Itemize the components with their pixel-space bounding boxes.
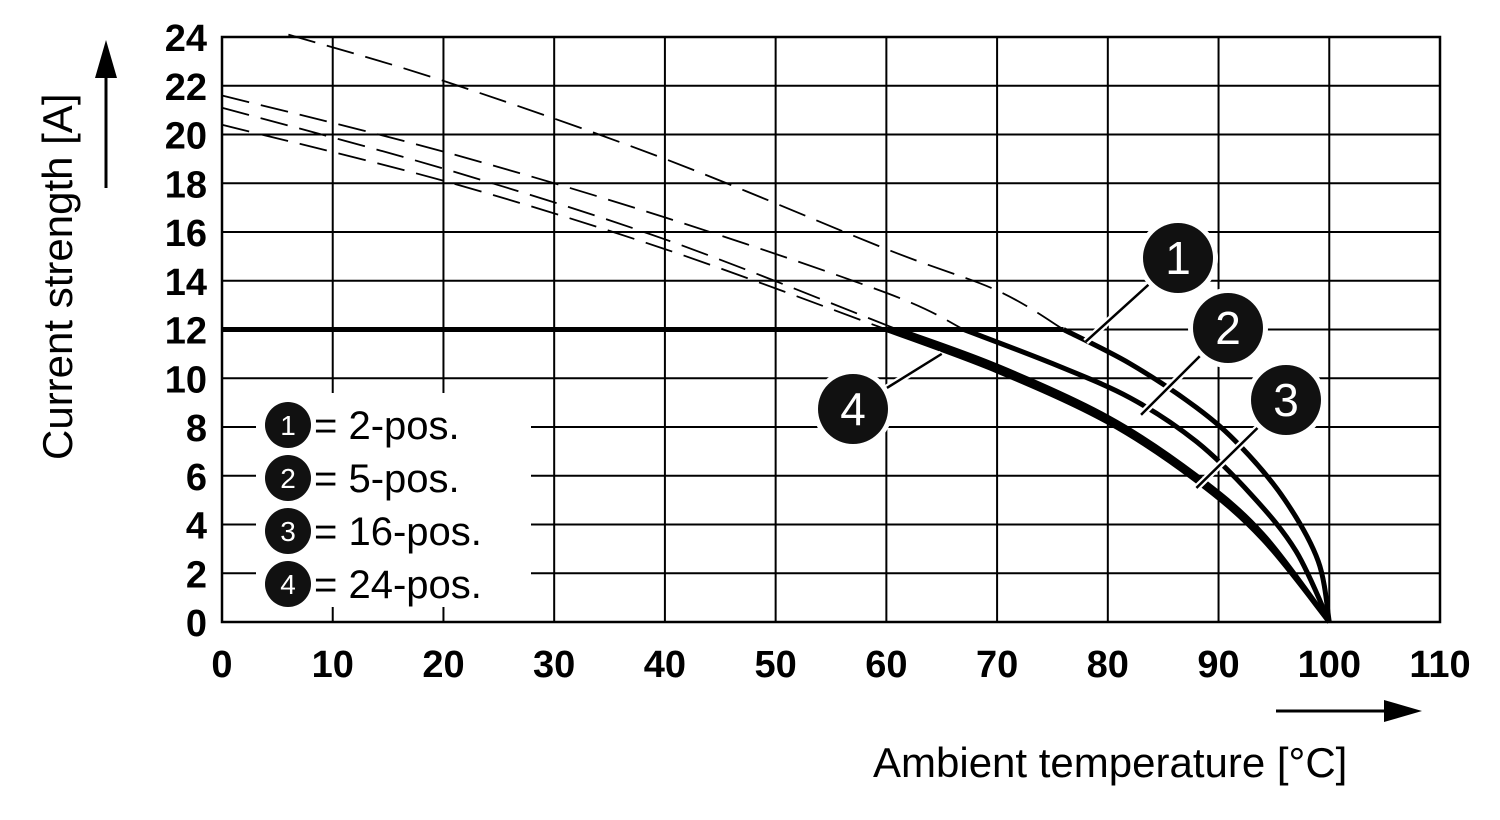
y-tick-label: 24 [165,18,207,60]
y-axis-label: Current strength [A] [34,94,81,461]
legend-marker-1 [265,402,311,448]
x-tick-label: 10 [312,644,354,686]
callout-number: 4 [840,383,866,435]
legend-marker-number: 3 [280,516,296,547]
legend-marker-number: 1 [280,410,296,441]
legend-marker-number: 4 [280,569,296,600]
y-tick-label: 12 [165,311,207,353]
extrapolated-curve-4 [221,123,887,331]
callout-marker-2 [1193,293,1263,363]
derating-curve-3 [896,327,1332,624]
x-tick-label: 40 [644,644,686,686]
y-tick-label: 18 [165,164,207,206]
callout-marker-1 [1143,223,1213,293]
x-tick-label: 30 [533,644,575,686]
extrapolated-curve-3 [221,106,898,331]
legend: 1 = 2-pos. 2 = 5-pos. 3 = 16-pos. 4 = 24-pos. [256,393,531,607]
derating-curve-4 [885,327,1332,624]
x-tick-label: 100 [1298,644,1361,686]
legend-entry-text: = 5-pos. [314,457,460,501]
derating-curves [885,327,1332,624]
y-axis-arrow [95,40,117,188]
derating-curve-2 [962,327,1332,624]
x-axis-arrow [1276,700,1422,722]
x-tick-label: 50 [754,644,796,686]
x-tick-label: 110 [1409,644,1470,686]
x-tick-label: 20 [422,644,464,686]
y-tick-label: 10 [165,359,207,401]
y-tick-label: 2 [186,554,207,596]
curve-callouts: 123 4 [813,218,1326,491]
y-tick-label: 6 [186,457,207,499]
y-tick-label: 16 [165,213,207,255]
y-tick-label: 14 [165,262,207,304]
callout-number: 1 [1165,232,1191,284]
legend-marker-4 [265,561,311,607]
x-tick-label: 70 [976,644,1018,686]
callout-marker-3 [1251,365,1321,435]
y-tick-label: 22 [165,67,207,109]
legend-entry-text: = 2-pos. [314,404,460,448]
y-tick-label: 0 [186,603,207,645]
legend-entry-text: = 16-pos. [314,510,482,554]
legend-entry-text: = 24-pos. [314,563,482,607]
x-tick-label: 90 [1197,644,1239,686]
x-axis-label: Ambient temperature [°C] [873,739,1347,786]
x-tick-label: 60 [865,644,907,686]
legend-marker-number: 2 [280,463,296,494]
extrapolated-curve-2 [221,94,965,331]
callout-marker-4 [818,374,888,444]
x-tick-labels: 0 10 20 30 40 50 60 70 80 90 100 110 [211,644,1470,686]
legend-marker-3 [265,508,311,554]
x-tick-label: 80 [1087,644,1129,686]
callout-number: 2 [1215,302,1241,354]
y-tick-label: 8 [186,408,207,450]
callout-number: 3 [1273,374,1299,426]
x-tick-label: 0 [211,644,232,686]
extrapolated-curves [221,33,1064,331]
y-tick-label: 20 [165,116,207,158]
extrapolated-curve-1 [288,33,1064,331]
y-tick-label: 4 [186,506,207,548]
legend-marker-2 [265,455,311,501]
